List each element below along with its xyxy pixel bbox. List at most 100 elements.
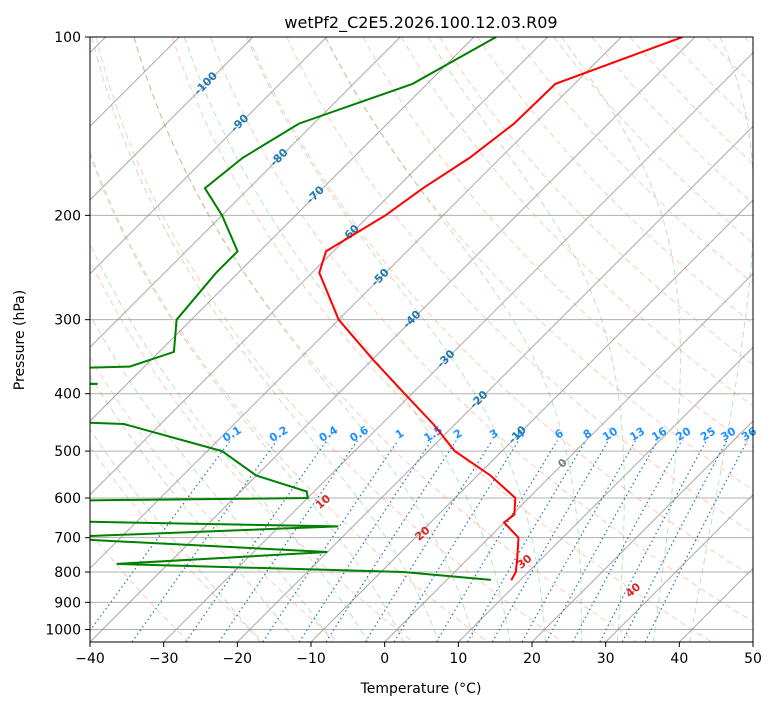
mixing-ratio-label: 6 [552, 426, 566, 441]
x-axis-title: Temperature (°C) [360, 681, 482, 697]
moist-adiabat-line [246, 37, 546, 642]
temperature-line [318, 37, 683, 581]
dry-adiabat-line [324, 37, 753, 491]
mixing-ratio-line [491, 440, 609, 642]
mixing-ratio-line [393, 440, 520, 642]
moist-adiabat-line [561, 37, 681, 642]
dry-adiabat-line [95, 37, 563, 642]
dry-adiabat-line [553, 37, 753, 244]
mixing-ratio-line [644, 440, 748, 642]
y-tick-label: 300 [54, 313, 81, 329]
mixing-ratio-line [435, 440, 558, 642]
moist-adiabat-line [90, 374, 297, 642]
mixing-ratio-line [621, 440, 728, 642]
dry-adiabat-line [90, 356, 339, 642]
isotherm-label: -30 [434, 347, 457, 370]
moist-adiabat-line [689, 37, 753, 642]
y-tick-label: 400 [54, 387, 81, 403]
mixing-ratio-label: 1 [393, 427, 406, 442]
dry-adiabat-line [248, 37, 753, 578]
isotherm-line [310, 199, 753, 642]
isotherm-line [90, 37, 328, 275]
isotherm-line [678, 567, 753, 642]
x-tick-label: 40 [670, 651, 688, 667]
x-tick-label: 50 [744, 651, 762, 667]
mixing-ratio-labels: 0.1 0.2 0.4 0.6 1 1.5 2 3 4 6 8 10 13 16 20 25 30 36 [220, 423, 759, 445]
x-tick-label: −10 [296, 651, 326, 667]
x-tick-label: −30 [149, 651, 179, 667]
mixing-ratio-label: 0.4 [317, 423, 341, 445]
mixing-ratio-line [545, 440, 659, 642]
dry-adiabat-line [438, 37, 753, 366]
dry-adiabat-line [133, 37, 638, 642]
x-tick-label: 0 [380, 651, 389, 667]
dry-adiabat-line [210, 37, 753, 623]
dry-adiabat-label: 40 [623, 580, 643, 600]
dry-adiabat-line [744, 37, 753, 47]
dry-adiabat-line [706, 37, 753, 86]
isotherm-line [531, 420, 753, 642]
x-axis-ticks: −40 −30 −20 −10 0 10 20 30 40 50 [75, 642, 762, 667]
mixing-ratio-label: 3 [487, 427, 500, 442]
dry-adiabat-line [286, 37, 753, 534]
x-tick-label: −40 [75, 651, 105, 667]
isotherm-line [384, 272, 753, 642]
y-tick-label: 500 [54, 444, 81, 460]
dry-adiabat-line [477, 37, 753, 325]
mixing-ratio-line [298, 440, 432, 642]
dry-adiabat-line [668, 37, 753, 125]
mixing-ratio-label: 10 [600, 424, 620, 443]
x-tick-label: 10 [449, 651, 467, 667]
mixing-ratio-label: 30 [718, 424, 738, 443]
mixing-ratio-label: 0.2 [267, 423, 290, 444]
moist-adiabat-line [90, 242, 369, 642]
y-tick-label: 900 [54, 595, 81, 611]
mixing-ratio-line [466, 440, 587, 642]
dry-adiabat-line [90, 445, 264, 642]
isotherm-line [90, 37, 696, 642]
mixing-ratio-label: 0.1 [220, 423, 243, 444]
isotherm-line [90, 37, 549, 496]
plot-frame [89, 36, 754, 643]
isotherm-line [605, 493, 753, 642]
dry-adiabat-line [171, 37, 712, 642]
mixing-ratio-label: 0.6 [347, 423, 371, 445]
grid-layer [90, 37, 753, 642]
y-axis-ticks: 100 200 300 400 500 600 700 800 900 1000 [45, 30, 90, 638]
sounding-lines [90, 37, 683, 581]
dry-adiabat-line [400, 37, 753, 407]
isotherm-line [90, 37, 401, 349]
mixing-ratio-label: 25 [698, 425, 718, 444]
mixing-ratio-line [521, 440, 637, 642]
isotherm-label: -20 [467, 388, 490, 411]
y-tick-label: 800 [54, 565, 81, 581]
y-axis-title: Pressure (hPa) [12, 290, 28, 390]
moist-adiabat-line [325, 37, 582, 642]
moist-adiabat-line [90, 154, 404, 642]
mixing-ratio-label: 16 [649, 424, 669, 443]
mixing-ratio-line [572, 440, 683, 642]
mixing-ratio-line [262, 440, 399, 642]
x-tick-label: 30 [597, 651, 615, 667]
isotherm-line [236, 125, 753, 642]
x-tick-label: −20 [223, 651, 253, 667]
dry-adiabat-line [90, 259, 414, 642]
x-tick-label: 20 [523, 651, 541, 667]
y-tick-label: 100 [54, 30, 81, 46]
moist-adiabat-line [90, 313, 333, 642]
isotherm-line [90, 37, 475, 422]
moist-adiabat-line [90, 428, 261, 642]
dry-adiabat-line [591, 37, 753, 204]
moist-adiabat-line [91, 37, 440, 642]
mixing-ratio-line [218, 440, 358, 642]
dry-adiabat-line [90, 150, 488, 642]
dry-adiabat-line [90, 531, 190, 642]
isotherm-line [457, 346, 753, 642]
isotherm-line [752, 641, 753, 642]
mixing-ratio-label: 2 [451, 427, 464, 442]
mixing-ratio-line [364, 440, 493, 642]
y-tick-label: 1000 [45, 622, 81, 638]
chart-title: wetPf2_C2E5.2026.100.12.03.R09 [284, 13, 557, 33]
y-tick-label: 200 [54, 208, 81, 224]
